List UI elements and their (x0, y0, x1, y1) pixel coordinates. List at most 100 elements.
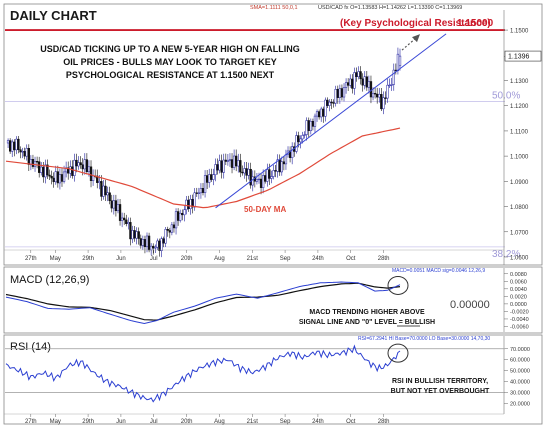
candle-body (203, 175, 207, 193)
candle-body (44, 164, 47, 178)
candlestick (85, 153, 89, 175)
candlestick (309, 118, 312, 135)
candle-body (351, 78, 354, 89)
candle-body (208, 174, 211, 183)
candle-body (311, 120, 315, 127)
candlestick (79, 156, 82, 169)
price-x-tick-label: 29th (82, 256, 94, 262)
candlestick (38, 156, 41, 178)
candlestick (127, 217, 130, 230)
macd-readout: MACD=0.0051 MACD sig=0.0046 12,26,9 (392, 268, 485, 274)
candlestick (390, 77, 393, 91)
candlestick (133, 225, 136, 242)
candle-body (52, 177, 55, 183)
candle-body (282, 161, 286, 165)
candlestick (380, 87, 383, 112)
candlestick (237, 153, 240, 173)
candlestick (349, 74, 352, 88)
candle-body (89, 166, 93, 181)
candlestick (52, 172, 55, 188)
rsi-panel-frame (3, 334, 543, 425)
candlestick (276, 154, 279, 178)
candle-body (382, 97, 385, 110)
candle-body (367, 81, 371, 88)
candle-body (398, 55, 402, 67)
candlestick (210, 168, 213, 182)
candlestick (75, 153, 78, 173)
rsi-x-tick-label: May (50, 419, 61, 425)
candlestick (60, 168, 64, 187)
candlestick (158, 238, 161, 257)
candle-body (349, 78, 352, 86)
candle-body (15, 138, 18, 151)
moving-average-line (5, 127, 401, 209)
candle-body (268, 169, 271, 179)
candlestick (58, 168, 62, 190)
candle-body (369, 81, 373, 98)
candlestick (189, 194, 192, 215)
candle-body (179, 212, 182, 221)
candlestick (330, 98, 333, 110)
candlestick (116, 198, 120, 214)
candlestick (280, 156, 283, 176)
candle-body (274, 170, 277, 172)
macd-y-tick-label: 0.0080 (510, 272, 527, 278)
candle-body (199, 188, 203, 194)
candle-body (91, 175, 95, 181)
candlestick (54, 165, 57, 185)
candlestick (361, 73, 364, 92)
candle-body (71, 166, 74, 176)
candle-body (100, 181, 103, 197)
candle-body (247, 168, 250, 176)
candle-body (19, 149, 22, 153)
candlestick (232, 149, 236, 171)
candlestick (8, 138, 12, 154)
candle-body (342, 87, 346, 98)
candle-body (280, 161, 283, 173)
candlestick (179, 209, 182, 223)
candle-body (145, 235, 149, 247)
candle-body (73, 159, 76, 176)
candlestick (386, 78, 389, 103)
candlestick (270, 170, 273, 184)
candle-body (54, 171, 57, 183)
rsi-annotation-line-1: RSI IN BULLISH TERRITORY, (392, 378, 488, 385)
candle-body (139, 238, 142, 246)
candle-body (305, 120, 308, 135)
candlestick (17, 136, 20, 154)
candlestick (108, 186, 111, 205)
macd-y-tick-label: -0.0060 (510, 324, 529, 330)
candle-body (330, 101, 333, 104)
candlestick (141, 235, 145, 250)
candlestick (353, 67, 356, 95)
candle-body (35, 161, 39, 163)
macd-y-tick-label: 0.0020 (510, 294, 527, 300)
candlestick (384, 91, 387, 105)
candle-body (384, 97, 387, 99)
price-y-tick-label: 1.1000 (510, 155, 529, 161)
candlestick (166, 226, 169, 237)
candle-body (261, 175, 265, 188)
candlestick (295, 131, 298, 154)
candlestick (363, 71, 366, 90)
candle-body (226, 160, 230, 162)
price-x-tick-label: 27th (25, 256, 37, 262)
macd-y-tick-label: -0.0040 (510, 317, 529, 323)
candle-body (108, 192, 111, 201)
candlestick (67, 161, 70, 180)
price-y-tick-label: 1.1100 (510, 129, 529, 135)
candle-body (6, 140, 10, 144)
candle-body (365, 76, 368, 88)
candlestick (272, 164, 275, 180)
trendline (215, 33, 447, 209)
candle-body (396, 53, 400, 71)
rsi-x-tick-label: Jun (116, 419, 126, 425)
price-panel-frame (3, 3, 543, 266)
candlestick (156, 238, 159, 250)
candle-body (69, 166, 72, 174)
candlestick (199, 183, 203, 199)
candlestick (243, 161, 246, 179)
candlestick (373, 87, 377, 99)
candle-body (191, 198, 194, 208)
candle-body (392, 69, 395, 85)
